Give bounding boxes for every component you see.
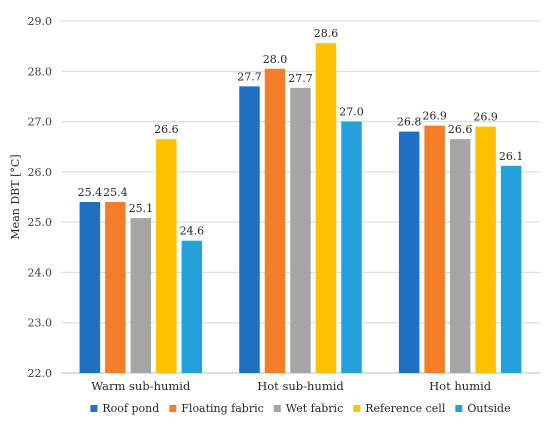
data-label: 25.4	[78, 186, 103, 199]
y-tick-label: 24.0	[28, 266, 53, 279]
legend-item: Floating fabric	[169, 402, 264, 415]
data-label: 27.7	[288, 72, 313, 85]
legend-item: Wet fabric	[273, 402, 343, 415]
data-label: 24.6	[180, 225, 205, 238]
legend-swatch	[169, 405, 177, 412]
legend-label: Floating fabric	[181, 402, 264, 415]
bar	[156, 139, 177, 373]
legend-item: Roof pond	[90, 402, 159, 415]
y-tick-label: 23.0	[28, 317, 53, 330]
data-label: 27.0	[339, 106, 364, 119]
y-tick-label: 27.0	[28, 116, 53, 129]
bar	[181, 240, 203, 373]
y-tick-label: 29.0	[28, 15, 53, 28]
y-tick-label: 22.0	[28, 367, 53, 380]
data-label: 27.7	[237, 70, 262, 83]
bar	[264, 68, 286, 374]
data-label: 25.4	[103, 186, 128, 199]
bar	[398, 131, 420, 373]
bar	[449, 139, 471, 373]
y-axis-label: Mean DBT [°C]	[9, 154, 22, 239]
legend-swatch	[455, 405, 463, 412]
y-tick-label: 26.0	[28, 166, 53, 179]
legend-item: Reference cell	[353, 402, 446, 415]
legend-swatch	[90, 405, 98, 412]
data-label: 26.9	[422, 110, 447, 123]
y-tick-label: 25.0	[28, 216, 53, 229]
bar	[315, 43, 337, 374]
bar	[239, 86, 260, 373]
legend-label: Outside	[467, 402, 510, 415]
data-label: 26.9	[473, 111, 498, 124]
bars	[79, 43, 522, 374]
y-axis-ticks: 22.0 23.0 24.0 25.0 26.0 27.0 28.0 29.0	[28, 15, 53, 380]
data-label: 26.1	[499, 150, 524, 163]
bar	[79, 202, 101, 373]
legend-swatch	[353, 405, 361, 412]
legend-item: Outside	[455, 402, 511, 415]
x-tick-label: Warm sub-humid	[91, 379, 191, 393]
legend: Roof pond Floating fabric Wet fabric Refere…	[90, 402, 511, 415]
legend-swatch	[273, 405, 281, 412]
data-label: 26.6	[154, 123, 179, 136]
x-tick-label: Hot humid	[429, 379, 492, 393]
data-labels: 25.4 25.425.126.624.627.728.027.728.627.0…	[78, 27, 524, 238]
x-tick-label: Hot sub-humid	[257, 379, 344, 393]
bar	[500, 165, 522, 373]
data-label: 28.6	[314, 27, 339, 40]
bar	[105, 202, 126, 373]
bar	[475, 126, 496, 373]
data-label: 26.6	[448, 123, 473, 136]
bar	[130, 218, 152, 373]
bar	[290, 87, 311, 373]
bar	[341, 121, 362, 373]
data-label: 25.1	[129, 202, 154, 215]
x-axis-categories: Warm sub-humid Hot sub-humid Hot humid	[91, 379, 491, 393]
bar	[424, 125, 445, 373]
legend-label: Wet fabric	[286, 402, 343, 415]
legend-label: Roof pond	[102, 402, 159, 415]
y-tick-label: 28.0	[28, 65, 53, 78]
data-label: 26.8	[397, 116, 422, 129]
legend-label: Reference cell	[365, 402, 446, 415]
data-label: 28.0	[263, 53, 288, 66]
